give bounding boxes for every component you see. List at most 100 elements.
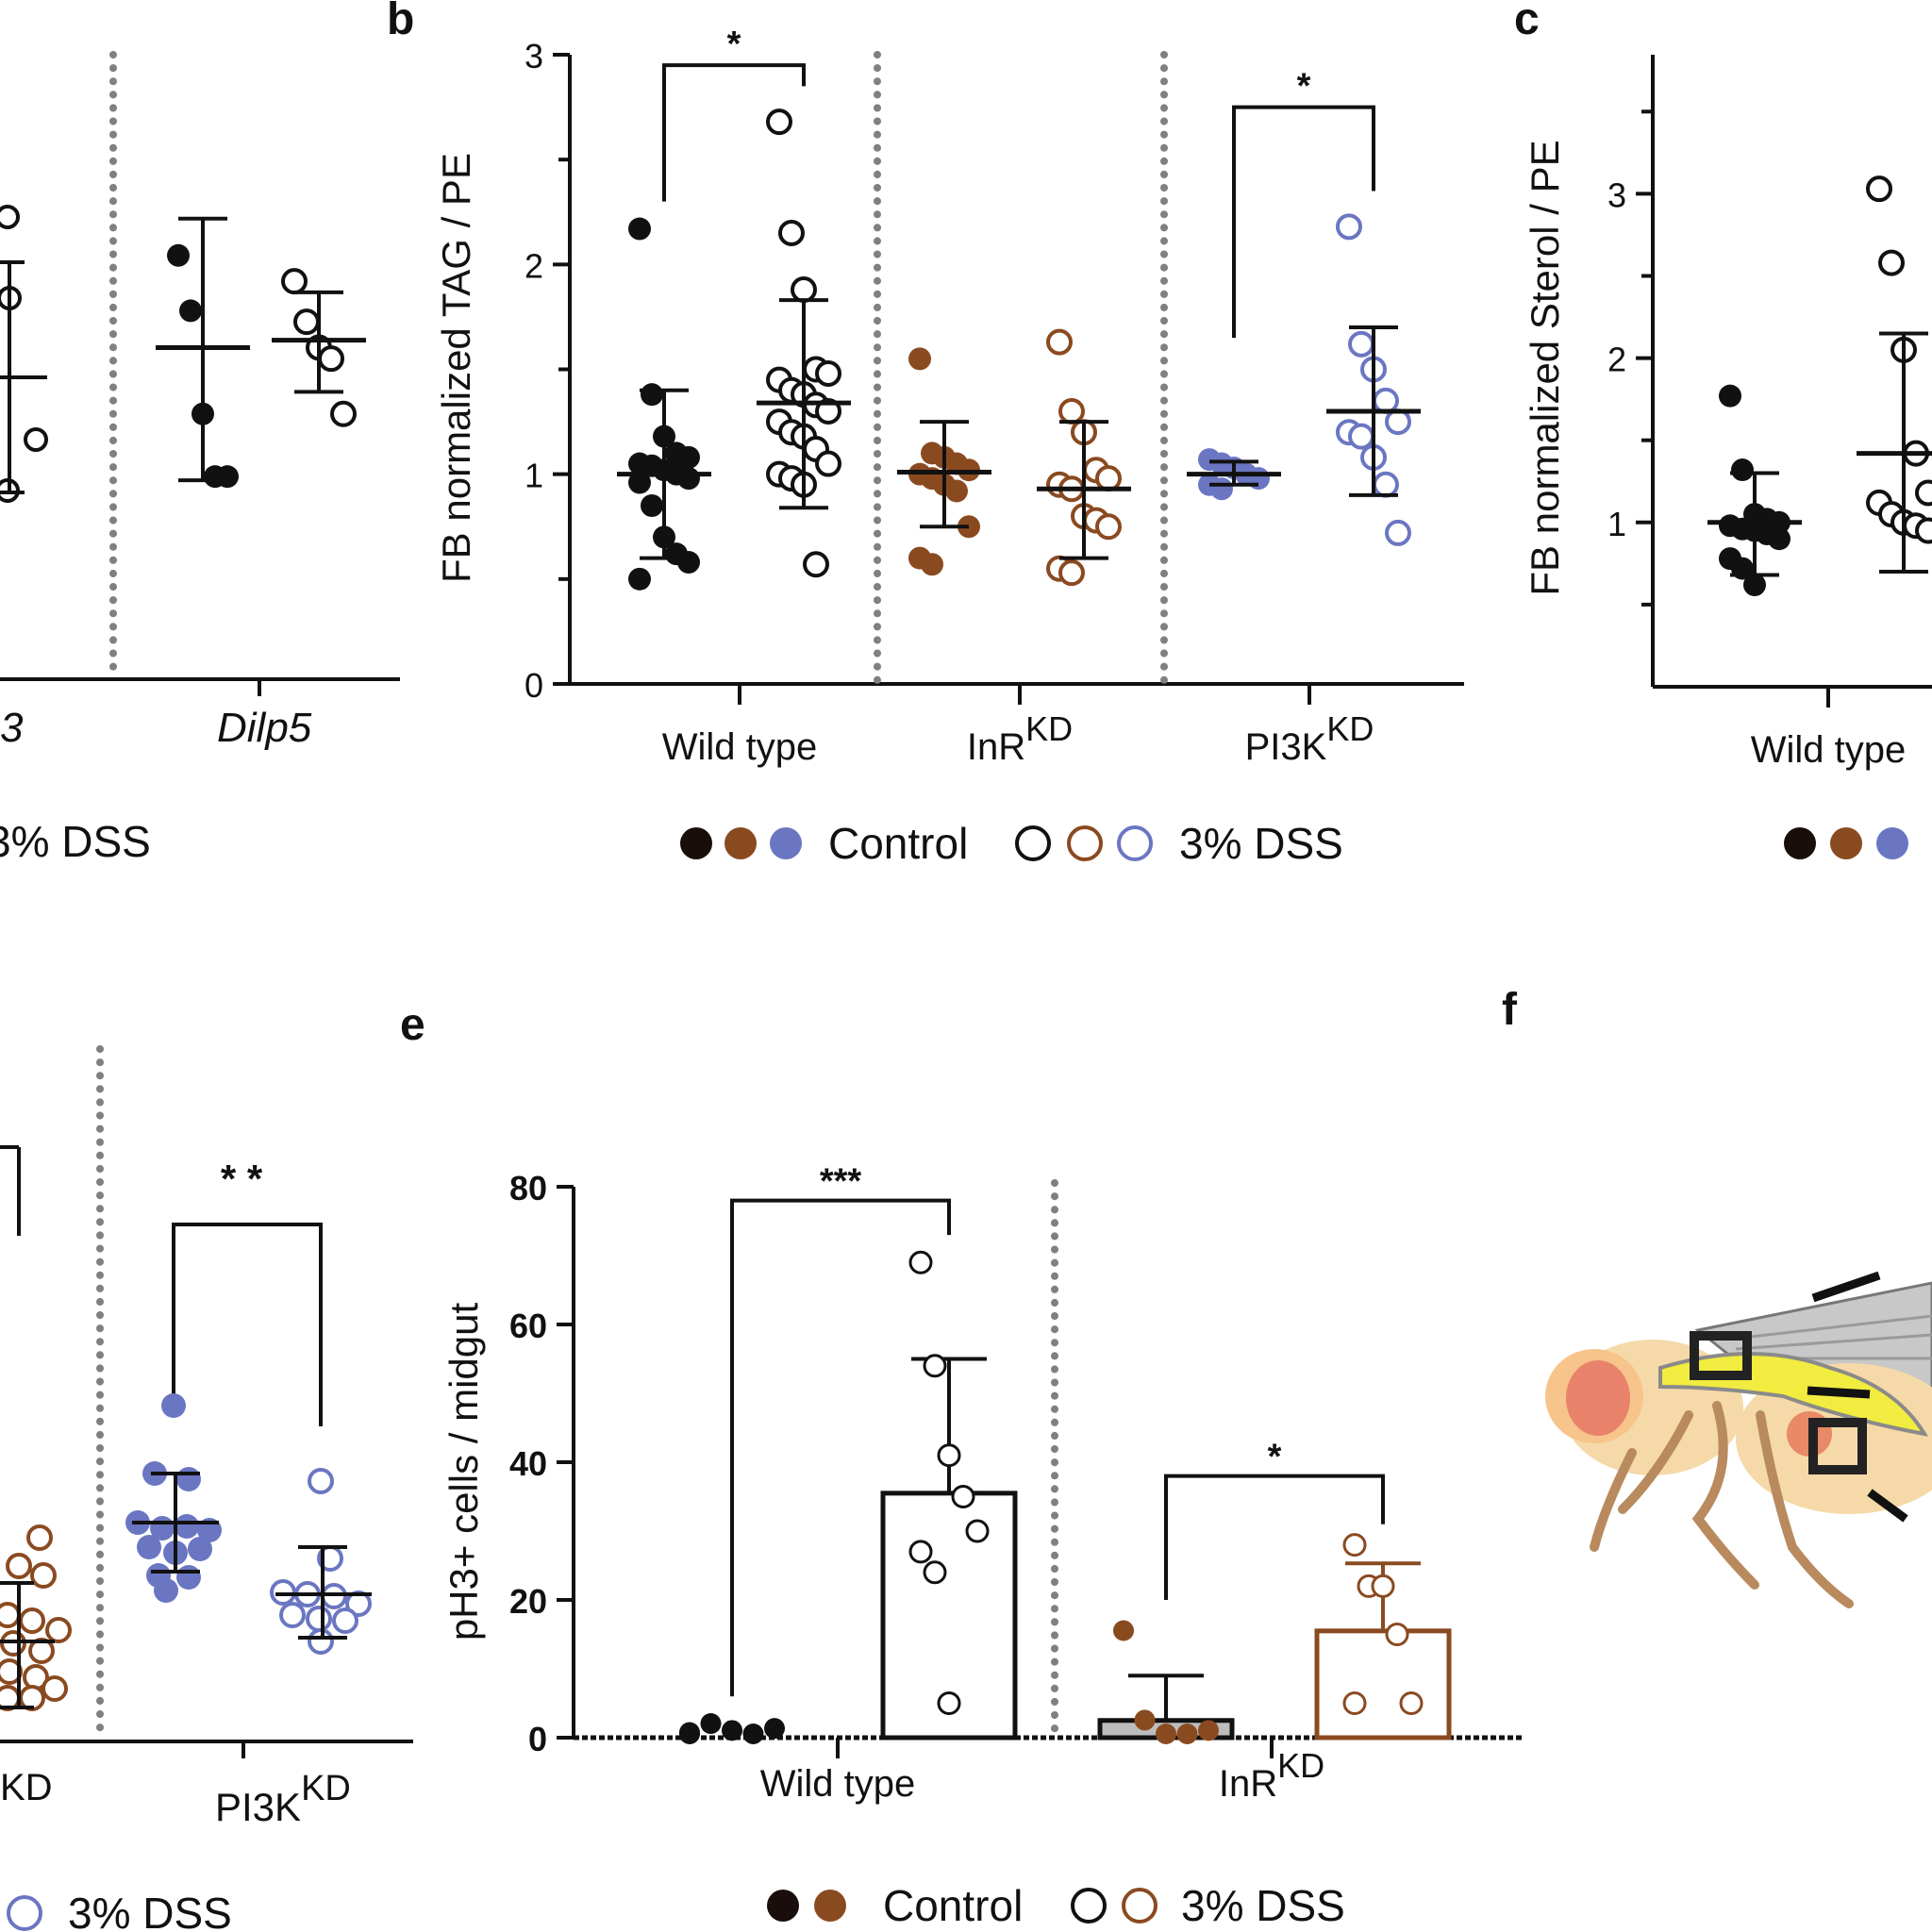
- panel-b-series-point: [908, 347, 931, 371]
- panel-e-category-label: Wild type: [760, 1763, 916, 1805]
- panel-e-point: [722, 1720, 742, 1741]
- panel-e-point: [923, 1560, 947, 1585]
- legend-wt-control-swatch: [680, 827, 712, 859]
- panel-b-series-point: [766, 108, 792, 136]
- panel-a-dilp5-control-point: [167, 243, 190, 267]
- fly-zoom-box-crop: [1690, 1331, 1752, 1380]
- panel-d-point: [137, 1535, 161, 1559]
- panel-d-point: [279, 1602, 306, 1628]
- panel-e-point: [1113, 1620, 1134, 1641]
- panel-d-point: [42, 1675, 68, 1702]
- panel-b-series-point: [778, 219, 805, 246]
- panel-b-series-point: [1095, 465, 1122, 492]
- panel-c-series-point: [1768, 527, 1790, 551]
- panel-b-category-label: PI3KKD: [1245, 709, 1374, 768]
- panel-d-point: [176, 1467, 201, 1491]
- panel-e-point: [700, 1713, 722, 1735]
- panel-e-point: [908, 1540, 933, 1564]
- panel-b-series-point: [1046, 328, 1073, 356]
- panel-c-letter: c: [1514, 0, 1540, 44]
- fly-illustration: [1545, 1271, 1932, 1608]
- legend-pi3k-dss-swatch: [1117, 825, 1153, 861]
- panel-e-point: [937, 1691, 961, 1715]
- panel-b-y-tick-label: 3: [525, 37, 543, 75]
- panel-b-series-point: [1058, 397, 1085, 425]
- panel-b-series-point: [1348, 423, 1374, 450]
- panel-d-bracket: [172, 1223, 323, 1426]
- panel-b-series-point: [641, 494, 663, 518]
- panel-f-letter: f: [1502, 985, 1518, 1035]
- legend-wt-dss-swatch: [1015, 825, 1051, 861]
- fly-pointer-line: [1867, 1489, 1908, 1523]
- panel-a-point: [24, 427, 48, 452]
- panel-b-series-point: [921, 553, 943, 576]
- panel-d-legend-dss-label: 3% DSS: [68, 1889, 232, 1932]
- panel-b-category-label: InRKD: [967, 709, 1073, 768]
- panel-b-series-point: [677, 445, 700, 469]
- panel-e-point: [908, 1250, 933, 1274]
- panel-a-tick-label-dilp5: Dilp5: [217, 705, 312, 751]
- legend-inr-control-swatch: [724, 827, 757, 859]
- panel-d: * *: [0, 1045, 413, 1932]
- panel-d-significance: * *: [221, 1157, 263, 1201]
- panel-e-category-label-superscript: KD: [1277, 1746, 1324, 1785]
- panel-d-tick-label-partial-sup: KD: [0, 1767, 53, 1808]
- panel-c-series-point: [1866, 175, 1892, 203]
- panel-b-series-point: [628, 567, 651, 591]
- panel-e-y-tick-label: 40: [509, 1444, 547, 1483]
- panel-d-point: [188, 1537, 212, 1561]
- panel-b-legend: Control 3% DSS: [680, 819, 1343, 868]
- fly-leg: [1691, 1401, 1759, 1590]
- panel-c-plot: 1 2 3 Wild type: [1607, 55, 1932, 771]
- panel-c-series-point: [1743, 573, 1766, 596]
- legend-wt-control-swatch: [1784, 827, 1816, 859]
- panel-b-series-point: [1336, 213, 1362, 241]
- panel-d-point: [26, 1524, 53, 1551]
- panel-b-series-point: [1348, 330, 1374, 358]
- panel-b-category-label: Wild type: [662, 726, 818, 768]
- legend-pi3k-control-swatch: [770, 827, 802, 859]
- panel-d-tick-label-pi3k: PI3KKD: [215, 1769, 351, 1829]
- panel-d-tick-label-pi3k-sup: KD: [301, 1769, 351, 1808]
- panel-e-legend-dss-label: 3% DSS: [1181, 1881, 1345, 1930]
- panel-e-significance-bracket: [1164, 1474, 1385, 1600]
- panel-e-y-tick-label: 20: [509, 1582, 547, 1621]
- panel-b-series-point: [1373, 471, 1399, 498]
- panel-a-tick-label-partial: 3: [0, 705, 24, 751]
- panel-b-series-point: [677, 467, 700, 491]
- panel-a-legend-dss-label: 3% DSS: [0, 817, 151, 866]
- panel-e-point: [1198, 1720, 1219, 1741]
- panel-e-point: [1134, 1709, 1156, 1731]
- panel-a-dilp5-series: [156, 216, 366, 489]
- panel-b-series-point: [628, 217, 651, 241]
- legend-pi3k-control-swatch: [1876, 827, 1908, 859]
- panel-e-legend: Control 3% DSS: [767, 1881, 1345, 1930]
- panel-b-series-point: [815, 359, 841, 387]
- panel-c-legend: [1784, 827, 1908, 859]
- panel-e-letter: e: [400, 1000, 425, 1050]
- panel-a-dilp5-dss-point: [281, 268, 308, 295]
- panel-e-legend-control-label: Control: [883, 1881, 1023, 1930]
- panel-b-series-point: [791, 276, 817, 304]
- panel-b-series-point: [1058, 559, 1085, 587]
- panel-b-series-point: [1385, 519, 1411, 546]
- panel-d-point: [175, 1514, 199, 1539]
- panel-b-category-label-text: PI3K: [1245, 726, 1327, 768]
- panel-c-y-tick-label: 3: [1607, 175, 1626, 214]
- panel-a-dilp5-dss-point: [330, 400, 357, 427]
- panel-b-series-point: [1385, 408, 1411, 436]
- panel-b-series-point: [803, 551, 829, 578]
- panel-b-category-label-superscript: KD: [1326, 709, 1374, 748]
- panel-e-point: [1156, 1724, 1176, 1744]
- panel-d-point: [30, 1562, 57, 1589]
- legend-inr-control-swatch: [1830, 827, 1862, 859]
- fly-pointer-line: [1811, 1271, 1881, 1303]
- panel-a-point: [0, 205, 20, 229]
- panel-e-point: [1371, 1574, 1395, 1598]
- panel-c-series-point: [1731, 458, 1754, 482]
- panel-c-category-label: Wild type: [1751, 729, 1907, 771]
- panel-a-dilp5-dss-point: [293, 308, 320, 336]
